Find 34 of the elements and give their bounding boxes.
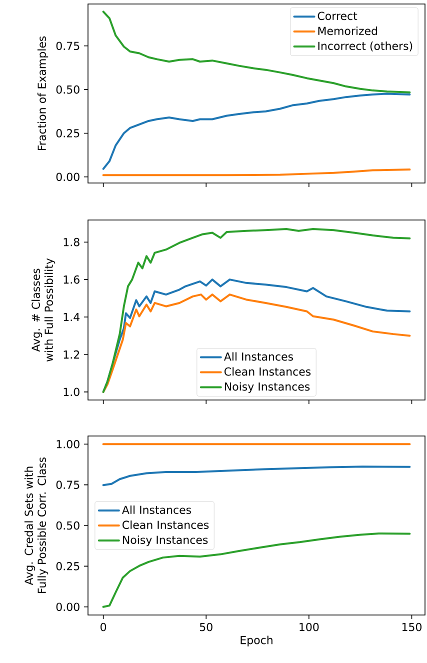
x-axis-title: Epoch xyxy=(240,636,272,646)
legend-label: Noisy Instances xyxy=(224,382,310,393)
legend-label: Incorrect (others) xyxy=(318,42,412,52)
y-axis-title: Avg. Credal Sets with Fully Possible Corr. Class xyxy=(24,457,48,593)
x-tick-label: 0 xyxy=(100,622,106,632)
y-tick-label: 0.00 xyxy=(56,602,80,612)
line-series xyxy=(102,10,411,94)
y-tick-label: 1.0 xyxy=(64,388,80,396)
y-tick-label: 0.50 xyxy=(56,521,80,530)
legend-label: All Instances xyxy=(224,352,293,361)
y-tick-label: 0.00 xyxy=(56,172,80,182)
legend-label: Clean Instances xyxy=(122,520,209,530)
legend-label: Correct xyxy=(318,12,358,20)
y-tick-label: 0.25 xyxy=(56,129,80,138)
x-tick-label: 100 xyxy=(300,622,319,632)
y-tick-label: 1.00 xyxy=(56,440,80,448)
y-tick-label: 1.4 xyxy=(64,313,80,322)
y-axis-title: Fraction of Examples xyxy=(37,36,48,150)
legend-label: Noisy Instances xyxy=(123,535,208,546)
y-tick-label: 1.2 xyxy=(64,350,80,359)
x-tick-label: 50 xyxy=(200,622,212,632)
legend-label: All Instances xyxy=(122,506,192,514)
x-tick-label: 150 xyxy=(402,622,422,632)
y-axis-title: Avg. # Classes with Full Possibility xyxy=(31,258,56,362)
legend-label: Clean Instances xyxy=(224,367,311,376)
legend-label: Memorized xyxy=(318,26,378,36)
line-series xyxy=(102,228,411,393)
y-tick-label: 0.75 xyxy=(56,480,80,489)
y-tick-label: 1.8 xyxy=(64,238,80,246)
y-tick-label: 0.25 xyxy=(56,562,80,570)
y-tick-label: 0.50 xyxy=(56,85,80,94)
y-tick-label: 1.6 xyxy=(64,275,80,284)
line-series xyxy=(102,532,411,608)
y-tick-label: 0.75 xyxy=(56,42,80,50)
